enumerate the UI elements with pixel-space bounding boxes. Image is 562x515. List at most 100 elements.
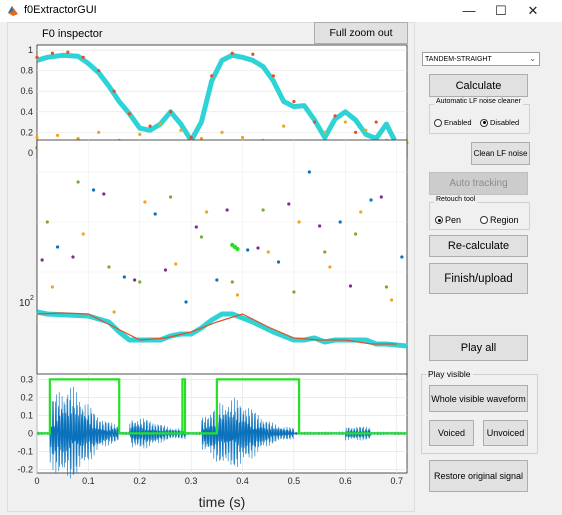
series-purple-point xyxy=(102,192,106,196)
series-red-point xyxy=(333,114,337,118)
x-tick-label: 0.6 xyxy=(339,476,352,486)
radio-selected-icon xyxy=(435,216,443,224)
series-purple-point xyxy=(348,284,353,288)
series-red-point xyxy=(127,112,132,116)
series-red-point xyxy=(189,135,193,140)
series-red-point xyxy=(81,55,85,59)
series-purple-point xyxy=(287,202,291,206)
series-bright_green-point xyxy=(235,246,240,252)
y-tick-label: 0.6 xyxy=(20,86,33,96)
series-red-line xyxy=(36,312,397,345)
series-green-point xyxy=(76,180,80,184)
series-purple-point xyxy=(194,225,198,229)
restore-original-signal-button[interactable]: Restore original signal xyxy=(429,460,528,492)
play-visible-panel: Play visible xyxy=(421,369,538,454)
series-orange-point xyxy=(50,285,55,289)
inspector-title: F0 inspector xyxy=(42,28,103,40)
lf-disabled-label: Disabled xyxy=(490,118,520,127)
minimize-button[interactable]: — xyxy=(462,3,476,18)
clean-lf-noise-button[interactable]: Clean LF noise xyxy=(471,142,530,165)
pen-radio[interactable]: Pen xyxy=(435,215,461,225)
lf-noise-panel-title: Automatic LF noise cleaner xyxy=(434,98,523,105)
series-red-point xyxy=(312,120,317,124)
x-tick-label: 0.3 xyxy=(185,476,198,486)
confidence-panel[interactable]: 0 0.2 0.4 0.6 0.8 1 xyxy=(20,44,409,159)
series-orange-point xyxy=(359,210,363,214)
maximize-button[interactable]: ☐ xyxy=(495,3,507,18)
y-tick-label: 0.8 xyxy=(20,66,33,76)
series-red-point xyxy=(35,55,39,59)
full-zoom-out-button[interactable]: Full zoom out xyxy=(314,22,408,44)
play-all-button[interactable]: Play all xyxy=(429,335,528,361)
y-tick-label: -0.2 xyxy=(17,464,33,474)
radio-selected-icon xyxy=(480,118,488,127)
plots-svg: 00.20.40.60.81 10 2 -0.2-0.100.10.20.30 0… xyxy=(17,44,409,510)
lf-noise-panel: Automatic LF noise cleaner Enabled Disab… xyxy=(429,98,530,134)
series-blue-point xyxy=(307,170,311,174)
series-orange-point xyxy=(81,232,85,236)
series-red-point xyxy=(148,124,152,128)
x-tick-label: 0.2 xyxy=(134,476,147,486)
series-red-point xyxy=(374,120,378,124)
series-blue-point xyxy=(91,188,96,192)
series-red-point xyxy=(97,69,101,73)
series-orange-point xyxy=(220,130,224,134)
region-label: Region xyxy=(490,215,519,225)
series-cyan-line xyxy=(36,52,408,151)
series-orange-point xyxy=(240,135,245,140)
region-radio[interactable]: Region xyxy=(480,215,519,225)
series-purple-point xyxy=(71,255,75,259)
unvoiced-button[interactable]: Unvoiced xyxy=(483,420,528,446)
series-orange-point xyxy=(97,130,101,134)
series-blue-point xyxy=(122,275,126,279)
voiced-button[interactable]: Voiced xyxy=(429,420,474,446)
series-red-point xyxy=(169,110,173,114)
waveform-trace xyxy=(36,386,408,479)
method-select-value: TANDEM-STRAIGHT xyxy=(425,55,492,63)
series-orange-point xyxy=(179,128,183,132)
series-green-point xyxy=(169,195,173,199)
y-tick-label: 0.1 xyxy=(20,410,33,420)
chevron-down-icon: ⌄ xyxy=(529,54,536,63)
y-tick-label: 1 xyxy=(28,45,33,55)
window-title: f0ExtractorGUI xyxy=(24,4,97,16)
calculate-button[interactable]: Calculate xyxy=(429,74,528,97)
series-red-point xyxy=(50,51,55,55)
series-blue-point xyxy=(400,255,404,259)
method-select[interactable]: TANDEM-STRAIGHT ⌄ xyxy=(422,52,540,66)
y-tick-label: 0 xyxy=(28,148,33,158)
series-green-point xyxy=(354,232,358,236)
radio-circle-icon xyxy=(480,216,488,224)
lf-disabled-radio[interactable]: Disabled xyxy=(480,118,519,127)
series-blue-point xyxy=(184,300,188,304)
y-tick-label: 0.3 xyxy=(20,374,33,384)
x-tick-label: 0.5 xyxy=(288,476,301,486)
x-tick-label: 0 xyxy=(34,476,39,486)
series-red-point xyxy=(251,52,255,56)
series-orange-point xyxy=(323,130,327,134)
whole-visible-waveform-button[interactable]: Whole visible waveform xyxy=(429,385,528,412)
series-red-point xyxy=(354,130,358,134)
f0-scatter-panel[interactable]: 10 2 xyxy=(19,139,408,376)
series-orange-point xyxy=(112,310,116,314)
series-green-point xyxy=(107,265,111,269)
close-button[interactable]: ✕ xyxy=(527,3,539,18)
mid-ytick-exponent: 2 xyxy=(30,295,34,302)
series-orange-point xyxy=(266,250,270,254)
series-purple-point xyxy=(40,258,44,262)
pen-label: Pen xyxy=(445,215,462,225)
recalculate-button[interactable]: Re-calculate xyxy=(429,235,528,257)
series-red-point xyxy=(230,51,234,55)
x-tick-label: 0.7 xyxy=(390,476,403,486)
series-orange-point xyxy=(328,265,332,269)
series-green-point xyxy=(384,285,389,289)
waveform-panel[interactable]: -0.2 -0.1 0 0.1 0.2 0.3 0 0.1 0.2 0.3 0.4 0.5 0.6 0.7… xyxy=(17,373,408,510)
series-blue-point xyxy=(215,278,219,282)
x-tick-label: 0.1 xyxy=(82,476,95,486)
y-tick-label: 0.2 xyxy=(20,392,33,402)
matlab-app-icon xyxy=(8,6,18,16)
series-purple-point xyxy=(379,195,383,199)
lf-enabled-radio[interactable]: Enabled xyxy=(434,118,472,127)
series-orange-point xyxy=(199,136,204,141)
finish-upload-button[interactable]: Finish/upload xyxy=(429,263,528,294)
